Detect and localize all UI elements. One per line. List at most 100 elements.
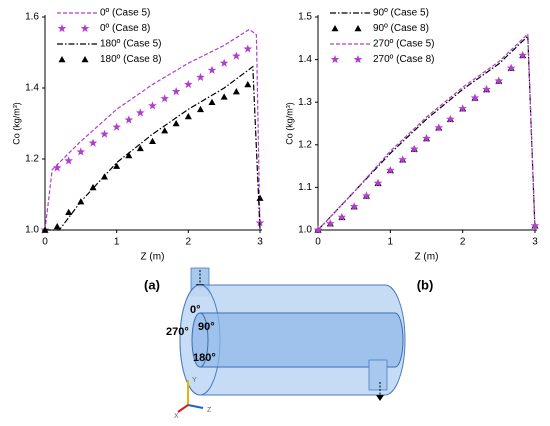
star-marker <box>207 65 217 74</box>
x-tick-label: 3 <box>257 237 263 248</box>
star-marker <box>184 80 193 89</box>
outlet-arrowhead <box>376 395 384 401</box>
triangle-marker <box>149 137 156 145</box>
series-line <box>317 34 536 231</box>
x-tick-label: 2 <box>186 237 192 248</box>
x-tick-label: 0 <box>42 237 48 248</box>
star-marker <box>64 156 73 165</box>
legend-label: 0º (Case 8) <box>100 23 150 34</box>
x-tick-label: 3 <box>532 237 538 248</box>
star-marker <box>330 55 340 64</box>
star-marker <box>422 133 431 143</box>
triangle-marker <box>208 98 216 105</box>
triangle-marker <box>125 151 133 159</box>
triangle-marker <box>161 127 169 134</box>
axis-label: Y <box>192 377 197 384</box>
inner-cylinder <box>199 312 404 368</box>
star-marker <box>482 84 491 94</box>
x-axis-label: Z (m) <box>415 252 439 263</box>
star-marker <box>458 104 467 113</box>
triangle-marker <box>136 144 144 152</box>
axis-x <box>177 404 189 413</box>
x-tick-label: 2 <box>460 237 466 248</box>
star-marker <box>171 87 181 96</box>
star-marker <box>470 93 480 102</box>
star-marker <box>337 212 347 221</box>
series-line <box>44 28 261 231</box>
triangle-marker <box>256 194 264 201</box>
panel-label: (b) <box>417 277 434 292</box>
star-marker <box>112 122 121 131</box>
star-marker <box>446 114 455 123</box>
star-marker <box>232 51 241 60</box>
angle-label: 180° <box>193 352 216 364</box>
star-marker <box>100 129 109 138</box>
star-marker <box>409 144 419 153</box>
star-marker <box>530 221 540 230</box>
triangle-marker <box>197 105 205 113</box>
y-tick-label: 1.5 <box>298 12 312 23</box>
triangle-marker <box>220 93 228 100</box>
triangle-marker <box>172 120 180 127</box>
star-marker <box>57 24 67 33</box>
legend-label: 90º (Case 5) <box>373 8 429 19</box>
star-marker <box>88 138 98 147</box>
y-tick-label: 1.2 <box>298 139 312 150</box>
star-marker <box>136 108 145 117</box>
legend-label: 270º (Case 8) <box>373 54 434 65</box>
star-marker <box>313 225 323 234</box>
triangle-marker <box>184 112 192 120</box>
x-tick-label: 0 <box>315 237 321 248</box>
axis-label: Z <box>207 407 212 414</box>
y-tick-label: 1.0 <box>298 225 312 236</box>
x-tick-label: 1 <box>388 237 394 248</box>
star-marker <box>434 123 444 132</box>
triangle-marker <box>77 198 85 205</box>
y-axis-label: Co (kg/m³) <box>284 102 294 145</box>
star-marker <box>494 76 504 85</box>
inner-end <box>191 312 209 368</box>
series-line <box>45 65 261 231</box>
triangle-marker <box>232 88 240 95</box>
triangle-marker <box>41 226 49 233</box>
star-marker <box>326 219 335 228</box>
triangle-marker <box>244 80 252 88</box>
star-marker <box>518 50 527 59</box>
star-marker <box>219 58 229 67</box>
y-tick-label: 1.3 <box>298 97 312 108</box>
angle-label: 270° <box>166 326 189 338</box>
star-marker <box>196 72 205 81</box>
legend-label: 180º (Case 5) <box>100 39 161 50</box>
triangle-marker <box>113 162 121 169</box>
triangle-marker <box>58 56 66 63</box>
star-marker <box>373 178 383 187</box>
star-marker <box>80 24 90 33</box>
triangle-marker <box>354 25 362 32</box>
star-marker <box>353 55 363 64</box>
triangle-marker <box>331 25 339 32</box>
angle-label: 90° <box>198 321 215 333</box>
y-tick-label: 1.0 <box>25 225 39 236</box>
series-line <box>317 32 536 231</box>
x-tick-label: 1 <box>114 237 120 248</box>
star-marker <box>76 147 86 156</box>
star-marker <box>506 63 516 72</box>
y-axis-label: Co (kg/m³) <box>11 102 21 145</box>
y-tick-label: 1.1 <box>298 182 312 193</box>
legend-label: 180º (Case 8) <box>100 54 161 65</box>
legend-label: 270º (Case 5) <box>373 39 434 50</box>
legend-label: 0º (Case 5) <box>100 8 150 19</box>
axis-z <box>187 404 204 409</box>
star-marker <box>349 202 359 211</box>
triangle-marker <box>89 183 97 191</box>
triangle-marker <box>53 222 61 230</box>
legend-label: 90º (Case 8) <box>373 23 429 34</box>
star-marker <box>160 94 169 103</box>
y-tick-label: 1.4 <box>298 54 312 65</box>
star-marker <box>398 155 407 164</box>
star-marker <box>52 163 62 172</box>
axis-label: X <box>174 413 179 420</box>
angle-label: 0° <box>190 304 201 316</box>
y-tick-label: 1.4 <box>25 83 39 94</box>
